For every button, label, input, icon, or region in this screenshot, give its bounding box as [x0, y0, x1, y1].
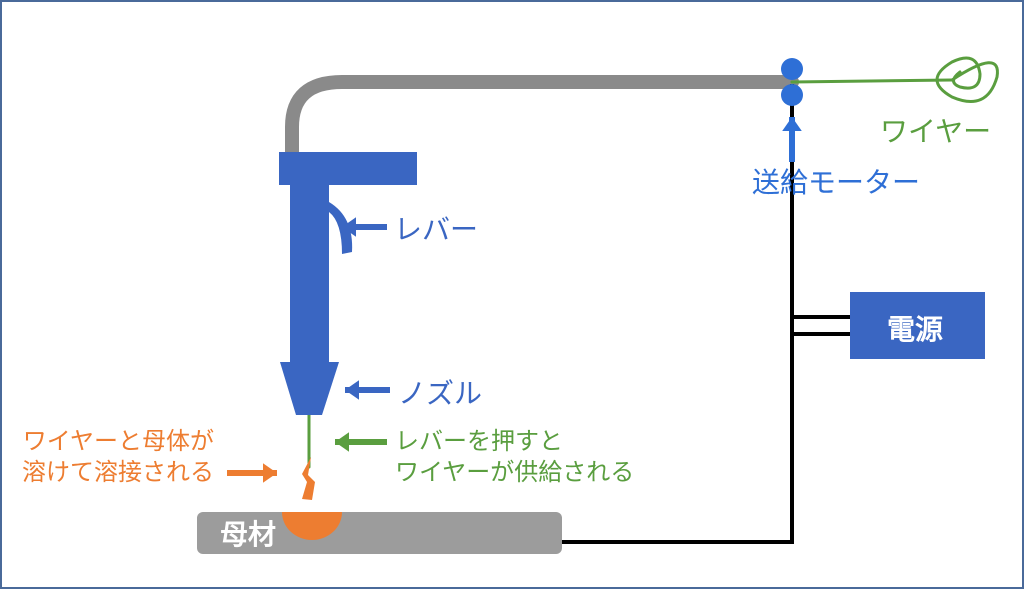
label-base: 母材: [220, 517, 276, 553]
label-lever: レバー: [394, 212, 478, 248]
label-feed-motor: 送給モーター: [752, 165, 920, 201]
diagram-svg: [2, 2, 1024, 589]
label-power: 電源: [887, 312, 943, 348]
label-melt: ワイヤーと母体が 溶けて溶接される: [22, 426, 214, 488]
label-nozzle: ノズル: [398, 376, 482, 412]
label-wire: ワイヤー: [880, 114, 991, 150]
label-push-lever: レバーを押すと ワイヤーが供給される: [395, 426, 634, 488]
